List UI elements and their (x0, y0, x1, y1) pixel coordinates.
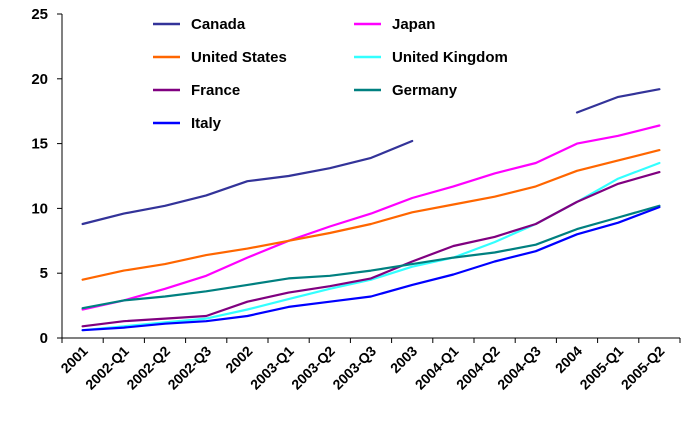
axes (57, 13, 681, 343)
x-tick-label: 2005-Q1 (576, 343, 626, 393)
x-tick-label: 2002-Q2 (123, 343, 173, 393)
x-tick-label: 2002 (222, 343, 255, 376)
series-line-germany (81, 204, 661, 310)
y-tick-label: 10 (31, 200, 48, 217)
x-tick-label: 2004-Q1 (412, 343, 462, 393)
x-tick-label: 2003 (387, 343, 420, 376)
x-tick-label: 2001 (57, 343, 90, 376)
y-tick-label: 0 (40, 330, 48, 347)
y-tick-label: 5 (40, 265, 48, 282)
x-tick-label: 2004-Q2 (453, 343, 503, 393)
series-line-france (81, 171, 661, 328)
series-line-italy (81, 206, 661, 332)
legend: Canada Japan United States United Kingdom Fr… (153, 16, 508, 132)
y-tick-label: 20 (31, 71, 48, 88)
x-tick-label: 2005-Q2 (618, 343, 668, 393)
y-tick-label: 15 (31, 136, 48, 153)
series-lines (81, 88, 661, 332)
x-tick-label: 2002-Q1 (82, 343, 132, 393)
legend-label-france: France (191, 82, 240, 99)
x-tick-label: 2002-Q3 (164, 343, 214, 393)
series-line-japan (81, 124, 661, 311)
legend-label-canada: Canada (191, 16, 246, 33)
legend-label-japan: Japan (392, 16, 435, 33)
x-tick-label: 2003-Q3 (329, 343, 379, 393)
series-line-united-states (81, 149, 661, 281)
x-tick-label: 2004 (552, 343, 585, 376)
series-line-united-kingdom (81, 161, 661, 332)
legend-label-united-states: United States (191, 49, 287, 66)
legend-label-italy: Italy (191, 115, 222, 132)
legend-label-united-kingdom: United Kingdom (392, 49, 508, 66)
x-tick-label: 2004-Q3 (494, 343, 544, 393)
x-tick-label: 2003-Q2 (288, 343, 338, 393)
y-tick-labels: 0 5 10 15 20 25 (31, 6, 48, 347)
legend-label-germany: Germany (392, 82, 458, 99)
y-tick-label: 25 (31, 6, 48, 23)
series-line-canada (81, 88, 661, 226)
x-tick-label: 2003-Q1 (247, 343, 297, 393)
